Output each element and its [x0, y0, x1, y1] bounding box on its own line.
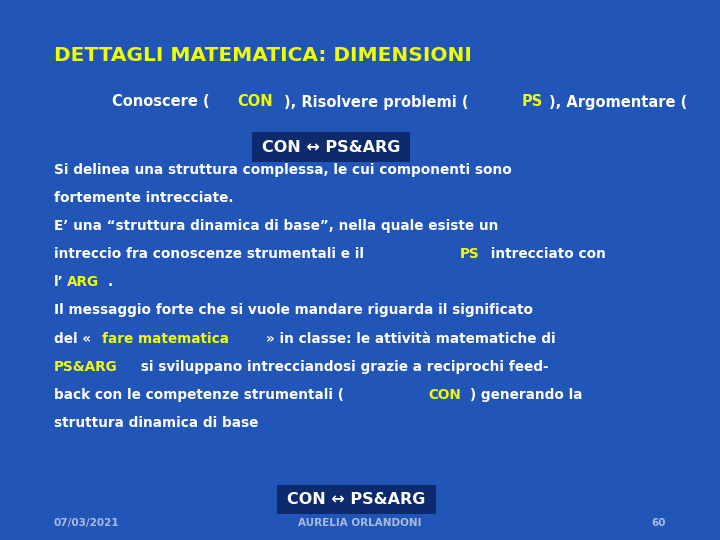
- Text: si sviluppano intrecciandosi grazie a reciprochi feed-: si sviluppano intrecciandosi grazie a re…: [136, 360, 549, 374]
- FancyBboxPatch shape: [252, 132, 410, 162]
- Text: DETTAGLI MATEMATICA: DIMENSIONI: DETTAGLI MATEMATICA: DIMENSIONI: [54, 46, 472, 65]
- Text: back con le competenze strumentali (: back con le competenze strumentali (: [54, 388, 344, 402]
- Text: intreccio fra conoscenze strumentali e il: intreccio fra conoscenze strumentali e i…: [54, 247, 369, 261]
- Text: AURELIA ORLANDONI: AURELIA ORLANDONI: [298, 518, 422, 528]
- Text: ), Argomentare (: ), Argomentare (: [549, 94, 688, 110]
- Text: ), Risolvere problemi (: ), Risolvere problemi (: [284, 94, 468, 110]
- Text: ) generando la: ) generando la: [470, 388, 583, 402]
- Text: intrecciato con: intrecciato con: [485, 247, 606, 261]
- Text: Si delinea una struttura complessa, le cui componenti sono: Si delinea una struttura complessa, le c…: [54, 163, 512, 177]
- Text: fare matematica: fare matematica: [102, 332, 229, 346]
- Text: struttura dinamica di base: struttura dinamica di base: [54, 416, 258, 430]
- Text: PS: PS: [521, 94, 543, 110]
- Text: ARG: ARG: [66, 275, 99, 289]
- Text: l’: l’: [54, 275, 64, 289]
- Text: Il messaggio forte che si vuole mandare riguarda il significato: Il messaggio forte che si vuole mandare …: [54, 303, 533, 318]
- Text: CON: CON: [428, 388, 461, 402]
- Text: CON ↔ PS&ARG: CON ↔ PS&ARG: [262, 140, 400, 154]
- Text: PS&ARG: PS&ARG: [54, 360, 118, 374]
- FancyBboxPatch shape: [277, 485, 436, 514]
- Text: Conoscere (: Conoscere (: [112, 94, 210, 110]
- Text: fortemente intrecciate.: fortemente intrecciate.: [54, 191, 233, 205]
- Text: CON ↔ PS&ARG: CON ↔ PS&ARG: [287, 492, 426, 507]
- Text: » in classe: le attività matematiche di: » in classe: le attività matematiche di: [266, 332, 555, 346]
- Text: 60: 60: [652, 518, 666, 528]
- Text: E’ una “struttura dinamica di base”, nella quale esiste un: E’ una “struttura dinamica di base”, nel…: [54, 219, 498, 233]
- Text: CON: CON: [238, 94, 273, 110]
- Text: PS: PS: [460, 247, 480, 261]
- Text: 07/03/2021: 07/03/2021: [54, 518, 120, 528]
- Text: .: .: [108, 275, 113, 289]
- Text: del «: del «: [54, 332, 91, 346]
